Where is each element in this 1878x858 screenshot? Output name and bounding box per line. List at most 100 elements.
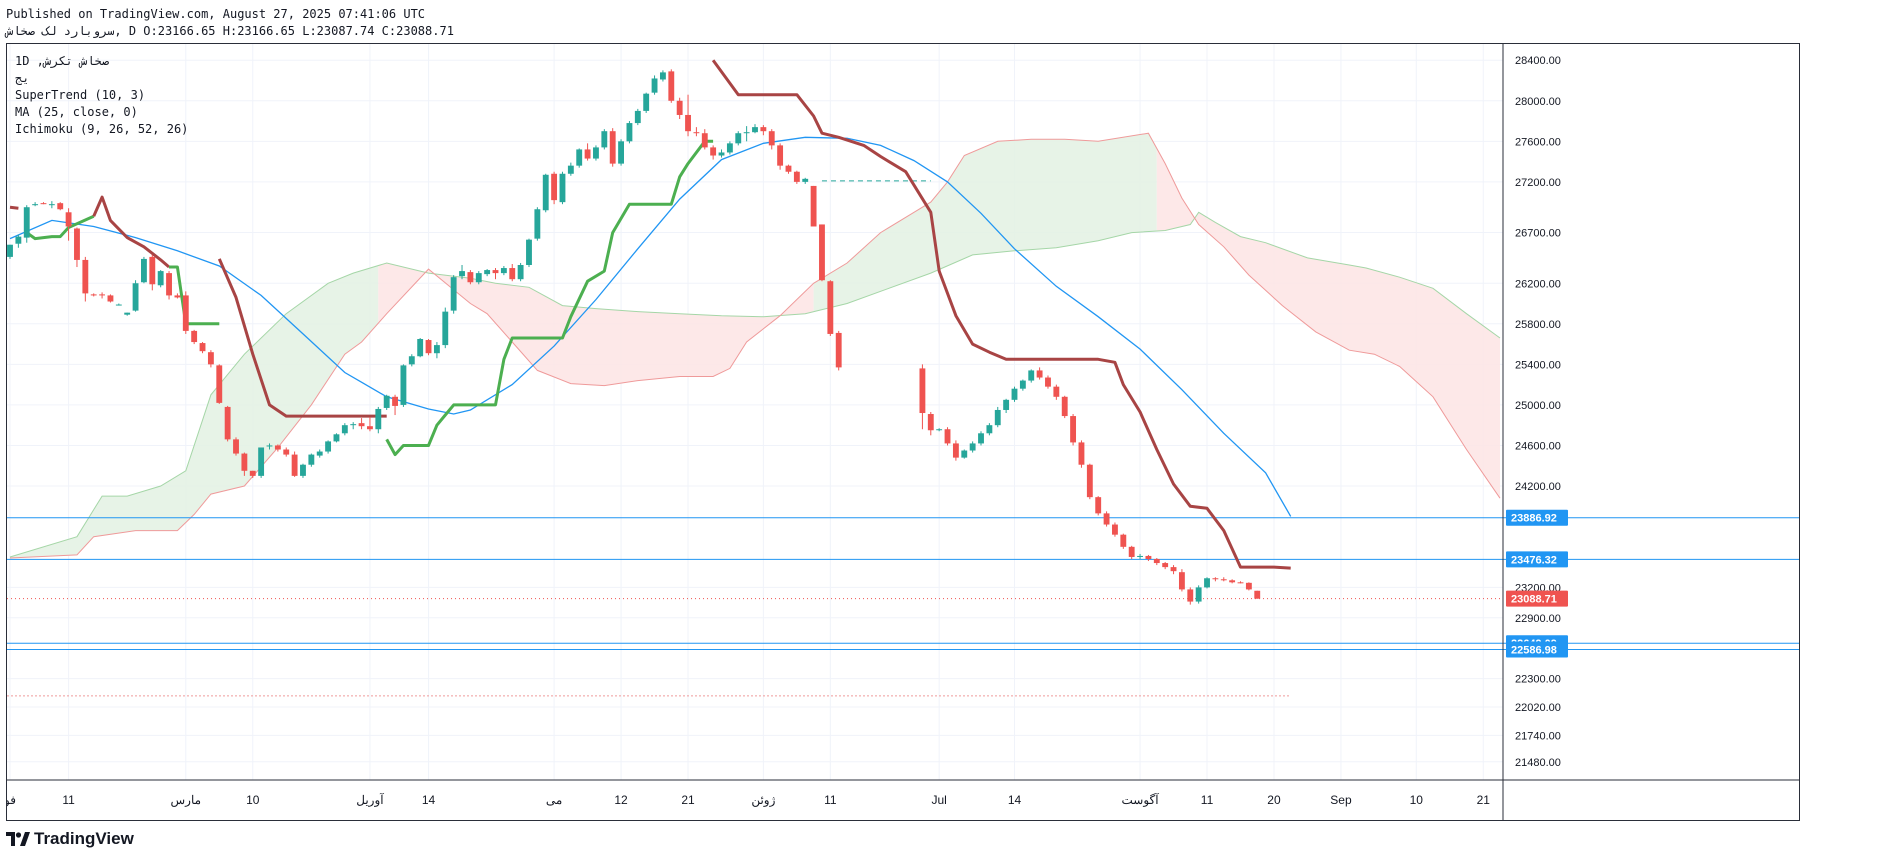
candle-body bbox=[191, 330, 198, 343]
candle bbox=[827, 280, 834, 336]
candle-body bbox=[40, 203, 47, 205]
legend-symbol[interactable]: 1D ,صخاش تکرش bbox=[15, 54, 109, 68]
candle bbox=[567, 162, 574, 176]
candle bbox=[659, 70, 666, 82]
candle-body bbox=[618, 141, 624, 164]
candle bbox=[634, 108, 641, 126]
candle bbox=[475, 271, 482, 285]
candle bbox=[609, 128, 616, 167]
candle bbox=[927, 412, 934, 436]
supertrend-down bbox=[92, 195, 170, 269]
candle-body bbox=[467, 272, 474, 283]
candle bbox=[576, 148, 583, 168]
candle bbox=[693, 127, 700, 137]
time-tick-label: 21 bbox=[681, 793, 695, 807]
senkou-span-b bbox=[9, 132, 1501, 559]
candles bbox=[7, 69, 1261, 605]
candle-body bbox=[760, 127, 767, 132]
candle-body bbox=[149, 256, 156, 285]
time-tick-label: 11 bbox=[824, 793, 837, 807]
time-tick-label: 10 bbox=[1410, 793, 1424, 807]
candle bbox=[810, 185, 817, 227]
price-label-badge bbox=[1506, 641, 1568, 658]
candle-body bbox=[442, 311, 449, 346]
candle bbox=[48, 201, 55, 209]
candle-body bbox=[492, 270, 499, 274]
candle-body bbox=[1070, 416, 1077, 443]
price-label-text: 23476.32 bbox=[1511, 554, 1557, 566]
grid bbox=[7, 44, 1503, 780]
candle bbox=[74, 227, 80, 268]
candle bbox=[350, 422, 357, 430]
candle-body bbox=[952, 443, 959, 458]
chart-frame[interactable]: 21480.00 21740.00 22020.00 22300.00 22900.00… bbox=[3, 43, 1800, 821]
candle bbox=[325, 440, 332, 454]
candle bbox=[643, 92, 650, 113]
candle-body bbox=[827, 281, 834, 334]
candle-body bbox=[701, 133, 708, 148]
candle bbox=[785, 164, 792, 174]
candle bbox=[467, 270, 474, 285]
candle-body bbox=[316, 451, 323, 456]
candle bbox=[718, 149, 725, 158]
candle bbox=[760, 125, 767, 136]
time-tick-label: 14 bbox=[1008, 793, 1022, 807]
legend-ichimoku[interactable]: Ichimoku (9, 26, 52, 26) bbox=[15, 122, 189, 136]
candle bbox=[944, 427, 951, 446]
candle bbox=[191, 329, 198, 345]
candle bbox=[1061, 395, 1068, 419]
candle-body bbox=[551, 173, 558, 201]
candle bbox=[316, 449, 323, 458]
candle-body bbox=[23, 207, 30, 238]
chart-svg[interactable]: 21480.00 21740.00 22020.00 22300.00 22900.00… bbox=[3, 44, 1799, 820]
candle-body bbox=[141, 258, 147, 283]
candle-body bbox=[341, 425, 348, 434]
candle bbox=[132, 280, 139, 312]
supertrend-up bbox=[385, 139, 714, 457]
candle bbox=[341, 423, 348, 436]
candle-body bbox=[634, 110, 641, 124]
candle-body bbox=[743, 132, 750, 134]
time-tick-label: آگوست bbox=[1122, 792, 1160, 807]
candle-body bbox=[450, 277, 457, 311]
time-axis: فو 11 مارس 10 آوریل 14 می 12 21 ژوئن 11 Jul 14 آگوست 1… bbox=[3, 779, 1799, 807]
candle-body bbox=[300, 464, 306, 476]
candle-body bbox=[325, 441, 332, 452]
candle bbox=[199, 342, 206, 354]
candle-body bbox=[819, 224, 825, 281]
candle bbox=[1120, 533, 1127, 549]
price-label-badge bbox=[1506, 509, 1568, 526]
candle-body bbox=[944, 429, 951, 444]
candle bbox=[157, 270, 164, 288]
price-label-badge bbox=[1506, 551, 1568, 568]
candle bbox=[492, 268, 499, 280]
candle-body bbox=[668, 71, 675, 101]
candle-body bbox=[1162, 563, 1169, 568]
price-tick-label: 21740.00 bbox=[1515, 730, 1561, 742]
legend-supertrend[interactable]: SuperTrend (10, 3) bbox=[15, 88, 146, 102]
tradingview-brand[interactable]: TradingView bbox=[34, 829, 134, 848]
candle-body bbox=[266, 445, 273, 447]
candle bbox=[685, 94, 691, 137]
candle-body bbox=[207, 352, 214, 365]
price-tick-label: 25800.00 bbox=[1515, 319, 1561, 331]
candle-body bbox=[124, 312, 131, 315]
candle-body bbox=[65, 212, 72, 227]
candle-body bbox=[1220, 579, 1227, 581]
candle bbox=[526, 238, 532, 268]
ohlc-header: سروبارد لک صخاش, D O:23166.65 H:23166.65… bbox=[6, 24, 454, 38]
candle-body bbox=[425, 340, 432, 354]
candle bbox=[1112, 522, 1118, 537]
candle-body bbox=[182, 295, 189, 331]
candle bbox=[258, 447, 265, 478]
candle-body bbox=[986, 425, 993, 434]
candle-body bbox=[1237, 582, 1244, 584]
legend-ma[interactable]: MA (25, close, 0) bbox=[15, 105, 138, 119]
candle-body bbox=[643, 93, 650, 111]
candle-body bbox=[1254, 590, 1261, 599]
candle bbox=[1162, 562, 1169, 570]
candle-body bbox=[157, 271, 164, 286]
candle bbox=[266, 443, 273, 450]
candle-body bbox=[994, 409, 1001, 426]
candle-body bbox=[57, 203, 64, 210]
